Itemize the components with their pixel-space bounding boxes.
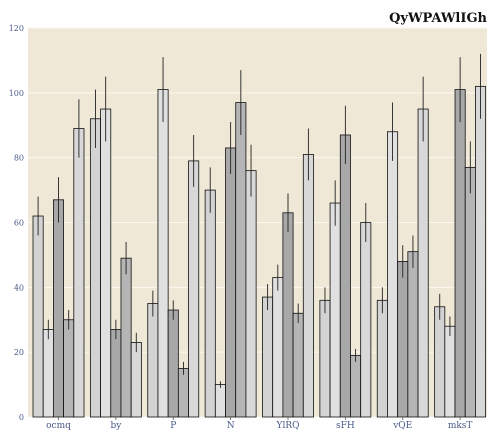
bar [63, 319, 75, 418]
x-tick-label: vQE [392, 421, 412, 431]
y-tick-label: 60 [14, 219, 24, 228]
bars [32, 85, 487, 418]
x-axis: ocmq by P N YlRQ sFH vQE mksT [46, 417, 472, 431]
bar [387, 131, 399, 418]
bar [444, 325, 456, 418]
y-tick-label: 40 [14, 283, 24, 292]
y-tick-label: 80 [14, 154, 24, 163]
bar [42, 329, 54, 418]
y-tick-label: 100 [9, 89, 24, 98]
bar [89, 118, 101, 418]
error-bars [37, 53, 481, 388]
bar [302, 154, 314, 418]
bar [475, 85, 487, 418]
bar [167, 309, 179, 418]
bar [350, 355, 362, 418]
y-tick-label: 20 [14, 348, 24, 357]
bar [245, 170, 257, 418]
bar [147, 303, 159, 418]
bar [225, 147, 237, 418]
bar [130, 342, 142, 418]
bar [397, 260, 409, 418]
bar [407, 251, 419, 418]
bar [73, 128, 85, 418]
bar [214, 384, 226, 418]
y-tick-label: 120 [9, 24, 24, 33]
bar [454, 89, 466, 418]
x-tick-label: YlRQ [276, 421, 300, 431]
bar [157, 89, 169, 418]
bar [235, 102, 247, 418]
bar [53, 199, 65, 418]
x-tick-label: P [170, 421, 176, 431]
bar [434, 306, 446, 418]
x-tick-label: mksT [448, 421, 473, 431]
y-tick-label: 0 [19, 413, 24, 422]
bar [32, 215, 44, 418]
bar [417, 108, 429, 418]
x-tick-label: ocmq [46, 421, 71, 431]
bar [282, 212, 294, 418]
y-axis: 0 20 40 60 80 100 120 [9, 24, 24, 422]
bar [272, 277, 284, 418]
bar [262, 296, 274, 418]
bar [329, 202, 341, 418]
bar [292, 312, 304, 418]
x-tick-label: by [110, 421, 122, 431]
bar [188, 160, 200, 418]
bar [376, 299, 388, 418]
bar [464, 166, 476, 418]
bar [319, 299, 331, 418]
x-tick-label: sFH [336, 421, 355, 431]
bar [110, 329, 122, 418]
bar [204, 189, 216, 418]
chart-title: QyWPAWlIGh [389, 11, 487, 26]
bar [120, 257, 132, 418]
x-tick-label: N [227, 421, 235, 431]
bar [360, 222, 372, 418]
bar [339, 134, 351, 418]
bar [100, 108, 112, 418]
bar [177, 367, 189, 418]
